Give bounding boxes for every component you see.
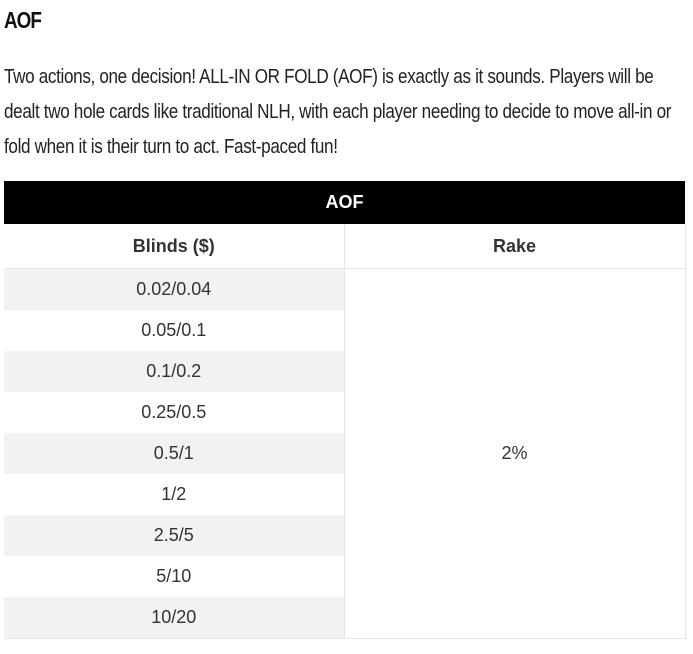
blinds-cell: 0.25/0.5	[4, 392, 344, 433]
blinds-cell: 2.5/5	[4, 515, 344, 556]
blinds-cell: 0.05/0.1	[4, 310, 344, 351]
column-header-blinds: Blinds ($)	[4, 224, 345, 269]
table-row: 0.1/0.2	[4, 351, 685, 392]
blinds-cell: 0.02/0.04	[4, 268, 344, 310]
column-header-rake: Rake	[344, 224, 686, 269]
table-row: 1/2	[4, 474, 685, 515]
table-row: 2.5/5	[4, 515, 685, 556]
blinds-cell: 1/2	[4, 474, 344, 515]
table-row: 5/10	[4, 556, 685, 597]
table-row: 0.5/1	[4, 433, 685, 474]
table-row: 0.25/0.5	[4, 392, 685, 433]
table-row: 0.02/0.04 2%	[4, 268, 686, 639]
blinds-cell: 0.5/1	[4, 433, 344, 474]
blinds-cell: 10/20	[4, 597, 344, 639]
section-heading: AOF	[4, 7, 42, 33]
table-title-row: AOF	[4, 181, 685, 224]
table-row: 10/20	[4, 597, 685, 639]
table-row: 0.05/0.1	[4, 310, 685, 351]
rake-cell: 2%	[343, 268, 686, 639]
intro-paragraph: Two actions, one decision! ALL-IN OR FOL…	[4, 66, 672, 158]
table-title: AOF	[4, 181, 685, 224]
blinds-cell: 5/10	[4, 556, 344, 597]
blinds-cell: 0.1/0.2	[4, 351, 344, 392]
rake-table: AOF Blinds ($) Rake 0.02/0.04 2% 0.05/0.…	[4, 181, 686, 639]
column-header-row: Blinds ($) Rake	[4, 224, 686, 269]
